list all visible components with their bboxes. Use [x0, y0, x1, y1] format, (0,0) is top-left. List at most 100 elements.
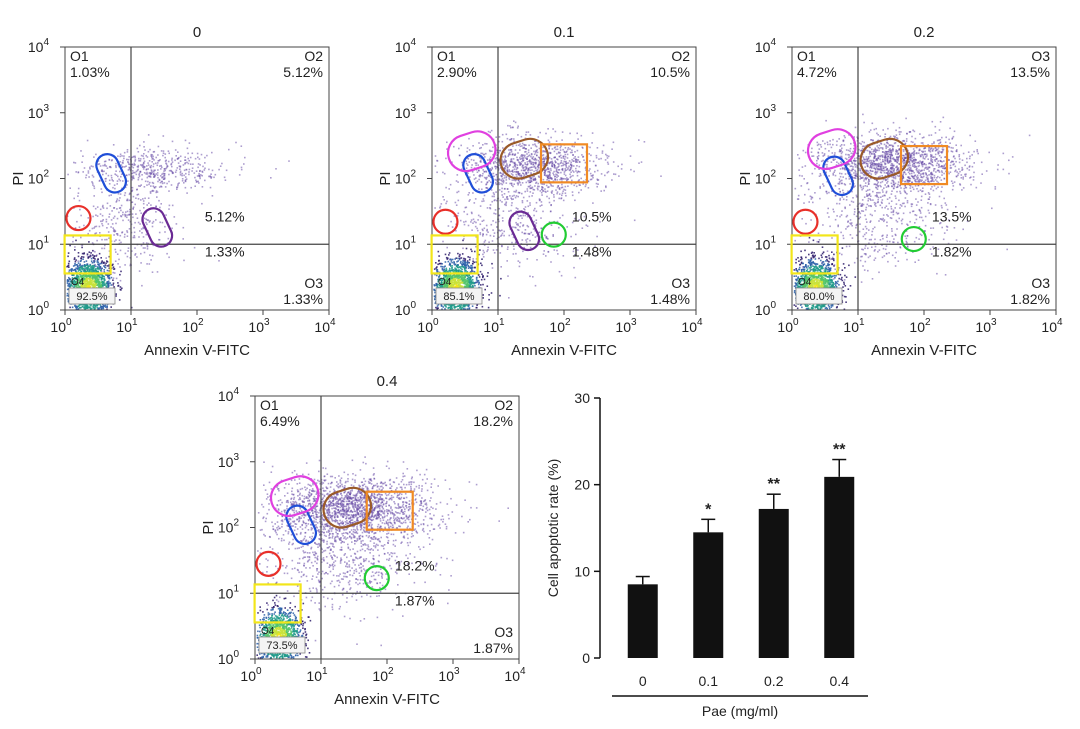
event-point [460, 267, 462, 270]
event-point [141, 163, 144, 166]
event-point [76, 265, 79, 268]
event-point [500, 175, 503, 177]
event-point [66, 288, 69, 291]
event-point [543, 162, 545, 165]
event-point [77, 187, 80, 190]
event-point [592, 176, 594, 179]
event-point [153, 175, 156, 178]
event-point [90, 165, 93, 167]
event-point [485, 178, 488, 180]
event-point [515, 189, 518, 192]
event-point [75, 267, 77, 269]
event-point [540, 201, 543, 203]
event-point [87, 172, 90, 174]
event-point [103, 275, 105, 278]
event-point [457, 305, 460, 307]
event-point [96, 306, 98, 309]
event-point [90, 257, 93, 260]
event-point [520, 135, 523, 138]
event-point [209, 175, 211, 177]
event-point [446, 284, 449, 286]
event-point [604, 174, 606, 177]
event-point [134, 160, 136, 162]
event-point [482, 249, 485, 252]
event-point [96, 304, 98, 307]
event-point [438, 274, 441, 277]
event-point [179, 168, 181, 170]
event-point [152, 244, 155, 247]
event-point [489, 176, 492, 179]
quadrant-value-upper-right: 5.12% [283, 64, 323, 80]
event-point [522, 175, 525, 178]
event-point [534, 185, 536, 187]
event-point [527, 171, 530, 174]
event-point [521, 192, 523, 195]
event-point [449, 281, 452, 284]
event-point [201, 174, 203, 177]
event-point [107, 284, 110, 287]
event-point [518, 180, 521, 183]
event-point [88, 281, 91, 283]
event-point [524, 162, 526, 164]
event-point [196, 152, 199, 155]
event-point [105, 257, 107, 259]
event-point [441, 305, 443, 307]
event-point [79, 307, 81, 309]
event-point [144, 180, 147, 183]
y-tick-label: 103 [28, 103, 50, 121]
event-point [455, 282, 458, 284]
event-point [612, 141, 615, 144]
event-point [447, 286, 449, 289]
event-point [110, 194, 112, 196]
event-point [171, 159, 173, 161]
event-point [130, 190, 133, 192]
event-point [162, 135, 165, 137]
event-point [468, 274, 471, 277]
event-point [177, 183, 179, 185]
event-point [454, 263, 457, 266]
event-point [562, 155, 564, 158]
live-box-value: 92.5% [76, 291, 107, 303]
event-point [545, 168, 548, 171]
event-point [471, 281, 473, 284]
event-point [106, 282, 109, 285]
event-point [103, 280, 106, 282]
event-point [504, 203, 506, 206]
event-point [72, 240, 74, 243]
event-point [92, 215, 94, 218]
event-point [128, 173, 130, 176]
event-point [524, 151, 526, 153]
event-point [534, 144, 537, 147]
event-point [85, 268, 88, 270]
event-point [67, 285, 69, 287]
event-point [527, 151, 530, 154]
event-point [482, 283, 484, 286]
event-point [500, 172, 503, 175]
event-point [198, 172, 200, 175]
event-point [144, 149, 146, 151]
event-point [97, 282, 99, 284]
event-point [475, 221, 477, 224]
event-point [455, 204, 458, 206]
event-point [526, 190, 529, 192]
event-point [589, 146, 591, 149]
event-point [455, 257, 457, 259]
event-point [101, 224, 104, 227]
event-point [89, 264, 92, 267]
event-point [606, 154, 608, 157]
event-point [167, 160, 170, 163]
event-point [82, 256, 85, 258]
event-point [561, 139, 563, 141]
event-point [442, 306, 445, 308]
event-point [559, 146, 562, 149]
event-point [475, 164, 477, 166]
event-point [533, 214, 535, 217]
event-point [573, 184, 575, 187]
event-point [535, 182, 537, 184]
event-point [545, 158, 547, 160]
event-point [208, 168, 210, 171]
event-point [452, 284, 455, 286]
event-point [147, 219, 150, 221]
event-point [513, 164, 516, 167]
event-point [494, 209, 497, 211]
